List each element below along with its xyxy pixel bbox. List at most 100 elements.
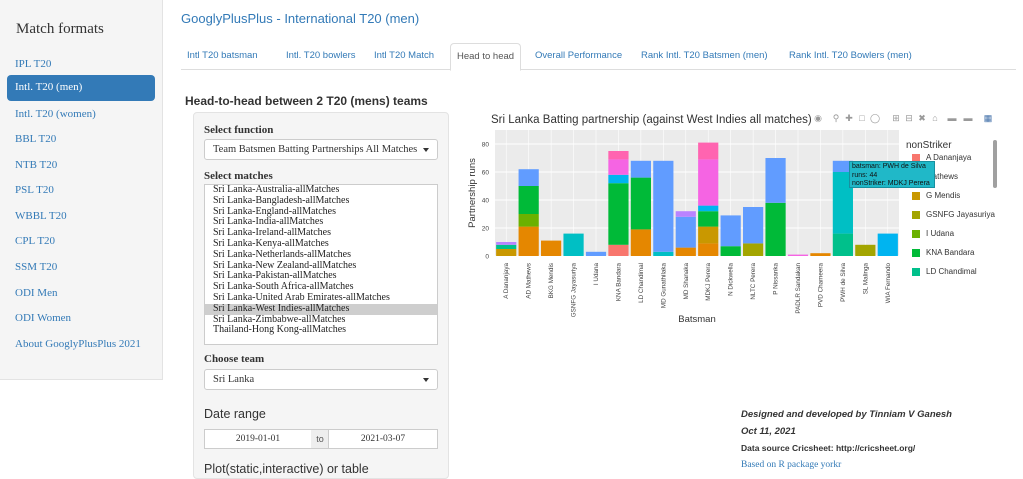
match-option[interactable]: Sri Lanka-Kenya-allMatches (213, 237, 329, 249)
match-option[interactable]: Sri Lanka-Bangladesh-allMatches (213, 194, 350, 206)
pan-icon[interactable]: ✚ (845, 113, 853, 123)
credit-text: Designed and developed by Tinniam V Gane… (741, 409, 952, 420)
sidebar-item-psl-t20[interactable]: PSL T20 (15, 184, 54, 196)
matches-listbox[interactable]: Sri Lanka-Australia-allMatches Sri Lanka-… (204, 184, 438, 345)
match-option[interactable]: Sri Lanka-Netherlands-allMatches (213, 248, 352, 260)
sidebar-item-cpl-t20[interactable]: CPL T20 (15, 235, 56, 247)
plotly-logo-icon[interactable]: ▦ (983, 113, 993, 123)
match-option[interactable]: Thailand-Hong Kong-allMatches (213, 324, 347, 336)
match-option[interactable]: Sri Lanka-Australia-allMatches (213, 184, 340, 195)
bar-segment (608, 174, 629, 184)
legend-scrollbar[interactable] (993, 140, 997, 188)
choose-team-dropdown[interactable]: Sri Lanka (204, 369, 438, 390)
x-tick-label: I Udana (593, 263, 600, 286)
tooltip-line: runs: 44 (852, 171, 878, 179)
autoscale-icon[interactable]: ✖ (918, 113, 926, 123)
zoom-in-icon[interactable]: ⊞ (892, 113, 900, 123)
select-function-value: Team Batsmen Batting Partnerships All Ma… (213, 144, 418, 155)
bar-segment (698, 226, 719, 244)
choose-team-value: Sri Lanka (213, 374, 255, 385)
match-option[interactable]: Sri Lanka-South Africa-allMatches (213, 281, 354, 293)
tab-overall-performance[interactable]: Overall Performance (535, 50, 623, 61)
yorkr-link[interactable]: Based on R package yorkr (741, 460, 842, 470)
zoom-out-icon[interactable]: ⊟ (905, 113, 913, 123)
select-function-dropdown[interactable]: Team Batsmen Batting Partnerships All Ma… (204, 139, 438, 160)
match-option[interactable]: Sri Lanka-New Zealand-allMatches (213, 259, 357, 271)
x-tick-label: PWH de Silva (840, 263, 847, 302)
camera-icon[interactable]: ◉ (814, 113, 822, 123)
y-tick-label: 60 (482, 170, 490, 177)
partnership-chart[interactable]: Sri Lanka Batting partnership (against W… (463, 108, 1003, 340)
legend-swatch (912, 211, 920, 219)
tab-intl-t20-batsman[interactable]: Intl T20 batsman (187, 50, 258, 61)
bar-segment (608, 244, 629, 256)
bar-segment (518, 226, 539, 256)
legend-swatch (912, 249, 920, 257)
bar-segment (630, 177, 651, 230)
sidebar: Match formats (0, 0, 163, 380)
bar-segment (653, 251, 674, 256)
home-icon[interactable]: ⌂ (932, 113, 938, 123)
tab-rank-intl-t20-batsmen-men[interactable]: Rank Intl. T20 Batsmen (men) (641, 50, 768, 61)
lasso-icon[interactable]: ◯ (870, 113, 881, 123)
tab-rank-intl-t20-bowlers-men[interactable]: Rank Intl. T20 Bowlers (men) (789, 50, 912, 61)
bar-segment (720, 215, 741, 247)
box-select-icon[interactable]: □ (859, 113, 865, 123)
legend-label: I Udana (926, 229, 955, 238)
tab-intl-t20-bowlers[interactable]: Intl. T20 bowlers (286, 50, 356, 61)
sidebar-item-about-googlyplusplus-2021[interactable]: About GooglyPlusPlus 2021 (15, 338, 141, 350)
sidebar-item-odi-women[interactable]: ODI Women (15, 312, 72, 324)
tab-intl-t20-match[interactable]: Intl T20 Match (374, 50, 435, 61)
match-option[interactable]: Sri Lanka-United Arab Emirates-allMatche… (213, 291, 390, 303)
select-function-label: Select function (204, 124, 274, 136)
bar-segment (765, 158, 786, 203)
x-tick-label: PVD Chameera (817, 263, 824, 308)
bar-segment (653, 160, 674, 252)
legend-label: LD Chandimal (926, 267, 977, 276)
tab-bar: Intl T20 batsman Intl. T20 bowlers Intl T2… (181, 43, 1016, 71)
legend-swatch (912, 230, 920, 238)
chart-tooltip: batsman: PWH de Silva runs: 44 nonStrike… (849, 161, 935, 188)
match-option[interactable]: Sri Lanka-Ireland-allMatches (213, 227, 332, 239)
chevron-down-icon (423, 378, 429, 382)
plot-area (495, 130, 899, 256)
date-to-input[interactable]: 2021-03-07 (328, 429, 438, 449)
bar-segment (787, 254, 809, 256)
bar-segment (698, 142, 719, 160)
x-tick-label: GSNFG Jayasuriya (571, 263, 578, 318)
tab-head-to-head[interactable]: Head to head (450, 43, 522, 71)
zoom-icon[interactable]: ⚲ (832, 113, 840, 123)
spike-lines-icon[interactable]: ▬ (947, 113, 957, 123)
bar-segment (630, 229, 651, 256)
compare-icon[interactable]: ▬ (963, 113, 973, 123)
match-option[interactable]: Sri Lanka-England-allMatches (213, 205, 337, 217)
match-option[interactable]: Sri Lanka-India-allMatches (213, 216, 324, 228)
x-tick-label: MD Shanaka (683, 263, 690, 300)
sidebar-item-wbbl-t20[interactable]: WBBL T20 (15, 210, 67, 222)
bar-segment (698, 243, 719, 256)
legend-label: A Dananjaya (926, 153, 972, 162)
bar-segment (675, 211, 696, 217)
match-option[interactable]: Sri Lanka-Zimbabwe-allMatches (213, 313, 346, 325)
date-range-label: Date range (204, 407, 266, 421)
x-tick-label: WIA Fernando (885, 263, 892, 304)
bar-segment (518, 169, 539, 186)
match-option[interactable]: Sri Lanka-Pakistan-allMatches (213, 270, 337, 282)
x-tick-label: MD Gunathilaka (660, 263, 667, 309)
sidebar-item-bbl-t20[interactable]: BBL T20 (15, 133, 57, 145)
credit-date: Oct 11, 2021 (741, 426, 796, 437)
sidebar-item-intl-t20-women[interactable]: Intl. T20 (women) (15, 108, 96, 120)
bar-segment (496, 244, 517, 249)
sidebar-item-intl-t20-men[interactable]: Intl. T20 (men) (7, 75, 155, 101)
legend-label: GSNFG Jayasuriya (926, 210, 995, 219)
sidebar-item-ssm-t20[interactable]: SSM T20 (15, 261, 58, 273)
y-tick-label: 0 (485, 254, 489, 261)
match-option[interactable]: Sri Lanka-West Indies-allMatches (205, 303, 437, 315)
bar-segment (496, 249, 517, 256)
sidebar-item-ntb-t20[interactable]: NTB T20 (15, 159, 58, 171)
bar-segment (810, 253, 831, 256)
sidebar-item-odi-men[interactable]: ODI Men (15, 287, 58, 299)
date-from-input[interactable]: 2019-01-01 (204, 429, 312, 449)
sidebar-item-ipl-t20[interactable]: IPL T20 (15, 58, 52, 70)
x-tick-label: AD Mathews (526, 263, 533, 299)
